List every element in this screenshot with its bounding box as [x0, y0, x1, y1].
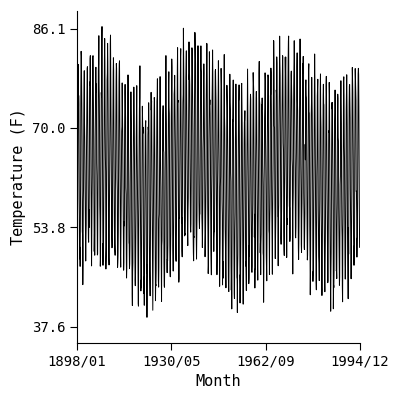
Y-axis label: Temperature (F): Temperature (F) — [11, 108, 26, 245]
X-axis label: Month: Month — [196, 374, 241, 389]
